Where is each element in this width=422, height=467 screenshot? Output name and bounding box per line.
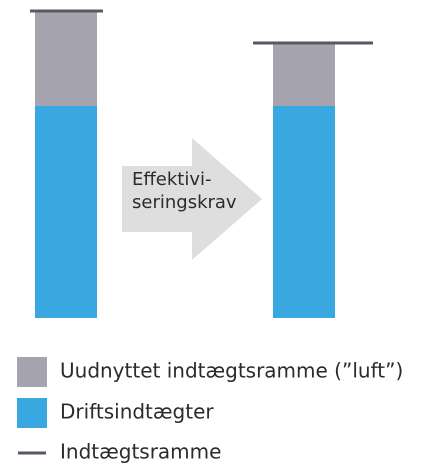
- arrow: [122, 138, 262, 260]
- bar-segment: [273, 44, 335, 106]
- bar-segment: [273, 106, 335, 318]
- legend-swatch: [17, 357, 47, 387]
- bar-segment: [35, 12, 97, 106]
- bar-segment: [35, 106, 97, 318]
- legend-label: Driftsindtægter: [60, 400, 214, 424]
- annotation-line: seringskrav: [132, 192, 237, 213]
- legend-swatch: [17, 398, 47, 428]
- legend-label: Uudnyttet indtægtsramme (”luft”): [60, 359, 403, 383]
- legend-label: Indtægtsramme: [60, 440, 221, 464]
- annotation-line: Effektivi-: [132, 169, 211, 190]
